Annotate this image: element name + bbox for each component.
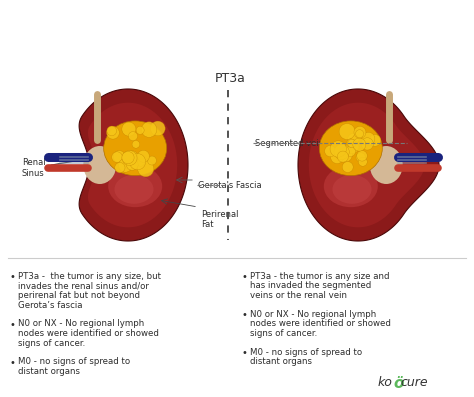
Ellipse shape — [357, 150, 367, 161]
Ellipse shape — [137, 160, 154, 177]
Ellipse shape — [122, 152, 134, 164]
Ellipse shape — [325, 145, 336, 157]
Ellipse shape — [319, 121, 383, 175]
Ellipse shape — [330, 150, 344, 164]
Ellipse shape — [126, 158, 138, 170]
Text: PT3a - the tumor is any size and: PT3a - the tumor is any size and — [250, 272, 390, 281]
Ellipse shape — [118, 159, 132, 172]
Ellipse shape — [338, 148, 352, 162]
Ellipse shape — [353, 138, 366, 151]
Ellipse shape — [115, 162, 125, 173]
Text: invades the renal sinus and/or: invades the renal sinus and/or — [18, 281, 149, 291]
Text: nodes were identified or showed: nodes were identified or showed — [250, 320, 391, 328]
Ellipse shape — [342, 162, 353, 172]
Text: Renal
Sinus: Renal Sinus — [22, 158, 83, 178]
Ellipse shape — [347, 139, 356, 148]
Text: PT3a: PT3a — [215, 71, 246, 85]
Ellipse shape — [354, 126, 366, 138]
Text: N0 or NX - No regional lymph: N0 or NX - No regional lymph — [250, 310, 376, 319]
Ellipse shape — [104, 121, 167, 175]
Text: •: • — [242, 272, 248, 282]
Ellipse shape — [356, 130, 364, 138]
Text: veins or the renal vein: veins or the renal vein — [250, 291, 347, 300]
Ellipse shape — [370, 146, 403, 184]
Text: ko: ko — [378, 376, 393, 389]
Text: signs of cancer.: signs of cancer. — [250, 329, 317, 338]
Ellipse shape — [332, 175, 372, 204]
Ellipse shape — [115, 175, 154, 204]
Ellipse shape — [128, 131, 137, 141]
Ellipse shape — [108, 166, 162, 207]
Ellipse shape — [113, 150, 125, 163]
Ellipse shape — [122, 122, 136, 136]
PathPatch shape — [309, 103, 424, 227]
Ellipse shape — [369, 135, 381, 146]
Text: M0 - no signs of spread to: M0 - no signs of spread to — [18, 358, 130, 366]
Text: •: • — [242, 348, 248, 358]
Text: cure: cure — [400, 376, 428, 389]
Text: Gerota's Fascia: Gerota's Fascia — [198, 181, 262, 189]
Text: Gerota’s fascia: Gerota’s fascia — [18, 301, 82, 310]
Ellipse shape — [361, 138, 374, 150]
Text: nodes were identified or showed: nodes were identified or showed — [18, 329, 159, 338]
Text: signs of cancer.: signs of cancer. — [18, 339, 85, 347]
Text: •: • — [10, 358, 16, 368]
Ellipse shape — [330, 141, 346, 157]
Ellipse shape — [348, 133, 359, 145]
Text: •: • — [10, 320, 16, 330]
Ellipse shape — [136, 158, 145, 167]
Text: perirenal fat but not beyond: perirenal fat but not beyond — [18, 291, 140, 300]
Ellipse shape — [107, 126, 117, 136]
Ellipse shape — [339, 123, 355, 139]
Text: distant organs: distant organs — [18, 367, 80, 376]
Ellipse shape — [112, 152, 122, 162]
Ellipse shape — [356, 153, 365, 162]
Text: distant organs: distant organs — [250, 358, 312, 366]
Ellipse shape — [141, 122, 157, 137]
Text: Segmented veins: Segmented veins — [255, 139, 328, 148]
Ellipse shape — [107, 126, 119, 139]
Ellipse shape — [358, 157, 367, 166]
Ellipse shape — [132, 141, 140, 148]
Ellipse shape — [346, 139, 355, 147]
Text: Perirenal
Fat: Perirenal Fat — [201, 210, 238, 229]
PathPatch shape — [88, 103, 177, 227]
Text: •: • — [242, 310, 248, 320]
Ellipse shape — [129, 154, 146, 170]
Ellipse shape — [346, 146, 356, 156]
Ellipse shape — [147, 156, 156, 165]
Ellipse shape — [122, 150, 137, 166]
Text: has invaded the segmented: has invaded the segmented — [250, 281, 371, 291]
Ellipse shape — [83, 146, 116, 184]
PathPatch shape — [298, 89, 439, 241]
Text: N0 or NX - No regional lymph: N0 or NX - No regional lymph — [18, 320, 144, 328]
Ellipse shape — [125, 151, 138, 164]
Text: ö: ö — [393, 376, 403, 391]
Ellipse shape — [346, 141, 359, 154]
Ellipse shape — [137, 150, 149, 162]
Text: •: • — [10, 272, 16, 282]
Ellipse shape — [337, 151, 348, 162]
Ellipse shape — [136, 126, 144, 134]
Text: PT3a -  the tumor is any size, but: PT3a - the tumor is any size, but — [18, 272, 161, 281]
Text: M0 - no signs of spread to: M0 - no signs of spread to — [250, 348, 362, 357]
Ellipse shape — [137, 158, 145, 166]
Ellipse shape — [150, 121, 165, 136]
Ellipse shape — [362, 132, 375, 145]
PathPatch shape — [79, 89, 188, 241]
Ellipse shape — [334, 144, 349, 160]
Ellipse shape — [324, 166, 378, 207]
